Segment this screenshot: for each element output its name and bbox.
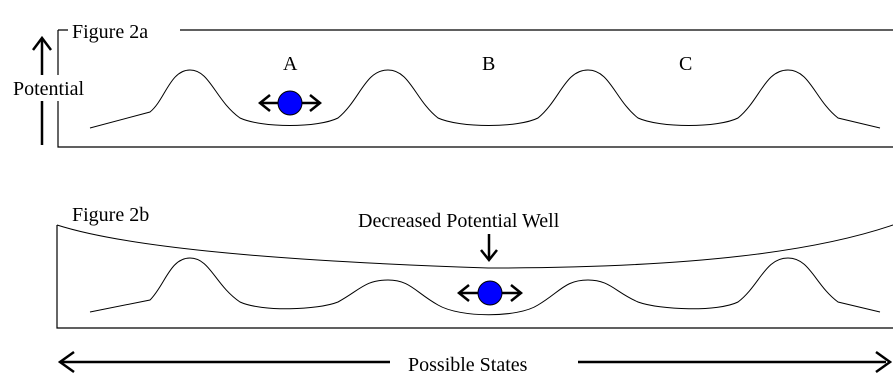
particle-b <box>477 280 503 306</box>
states-axis-label: Possible States <box>408 354 528 375</box>
figure-2a-potential-curve <box>89 69 881 129</box>
particle-a-right-arrowhead <box>309 94 323 112</box>
particle-b-left-arrowhead <box>456 284 470 302</box>
potential-axis-arrowhead <box>32 35 52 51</box>
potential-axis-label: Potential <box>13 78 85 100</box>
figure-2a-title: Figure 2a <box>72 21 148 43</box>
decreased-potential-envelope <box>56 224 893 269</box>
figure-2a-frame <box>57 29 893 148</box>
well-label-c: C <box>679 53 692 75</box>
figure-2b-potential-curve <box>89 257 881 316</box>
well-label-a: A <box>283 53 298 75</box>
decreased-well-annotation: Decreased Potential Well <box>358 210 560 232</box>
annotation-arrowhead <box>480 249 498 263</box>
particle-a-left-arrowhead <box>257 94 271 112</box>
figure-2b-frame <box>56 225 893 329</box>
particle-b-right-arrowhead <box>510 284 524 302</box>
figure-2b-title: Figure 2b <box>72 204 149 226</box>
well-label-b: B <box>482 53 495 75</box>
particle-a <box>277 90 303 116</box>
states-axis-left-arrowhead <box>57 350 75 374</box>
states-axis-right-arrowhead <box>875 350 893 374</box>
